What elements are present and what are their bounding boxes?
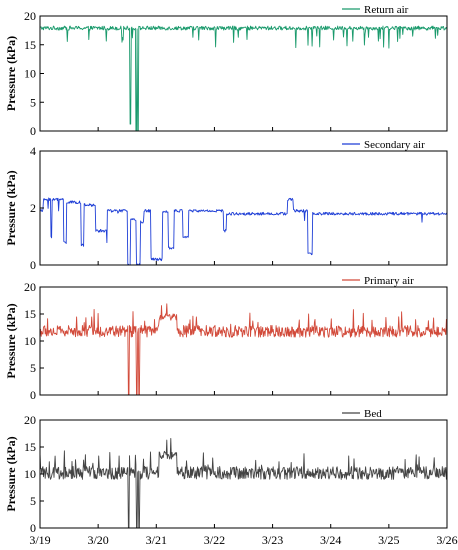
y-tick-label: 15 [24, 38, 36, 52]
series-line [39, 437, 448, 529]
y-tick-label: 15 [24, 307, 36, 321]
y-tick-label: 10 [24, 67, 36, 81]
y-tick-label: 0 [30, 521, 36, 535]
legend-label: Primary air [364, 275, 414, 287]
panel-3: 0 5 10 15 20 Pressure (kPa) Primary air [4, 275, 448, 402]
y-tick-label: 5 [30, 361, 36, 375]
panel-4: 0 5 10 15 20 3/19 3/20 3/21 3/22 3/23 3/24 3/25 3/26… [4, 408, 458, 547]
y-tick-label: 0 [30, 124, 36, 138]
x-tick-label: 3/22 [204, 533, 225, 547]
legend: Secondary air [342, 139, 425, 151]
y-axis-label: Pressure (kPa) [4, 170, 18, 245]
series-line [39, 197, 448, 266]
y-tick-label: 0 [30, 258, 36, 272]
axes-frame [39, 150, 448, 266]
legend: Primary air [342, 275, 414, 287]
axes-frame [39, 286, 448, 396]
y-tick-label: 10 [24, 467, 36, 481]
y-tick-label: 5 [30, 95, 36, 109]
series-line [39, 303, 448, 396]
legend-label: Return air [364, 4, 409, 16]
x-tick-label: 3/24 [320, 533, 341, 547]
legend-label: Secondary air [364, 139, 425, 151]
x-tick-label: 3/26 [436, 533, 457, 547]
panel-1: 0 5 10 15 20 Pressure (kPa) Return air [4, 4, 448, 138]
y-tick-label: 0 [30, 388, 36, 402]
x-tick-label: 3/19 [29, 533, 50, 547]
x-tick-label: 3/23 [262, 533, 283, 547]
axes-frame [39, 15, 448, 132]
y-tick-label: 5 [30, 494, 36, 508]
y-axis-label: Pressure (kPa) [4, 436, 18, 511]
panel-2: 0 2 4 Pressure (kPa) Secondary air [4, 139, 448, 272]
y-tick-label: 15 [24, 440, 36, 454]
series-line [39, 25, 448, 132]
legend: Return air [342, 4, 409, 16]
x-tick-label: 3/20 [87, 533, 108, 547]
y-tick-label: 20 [24, 280, 36, 294]
y-tick-label: 20 [24, 9, 36, 23]
y-tick-label: 20 [24, 413, 36, 427]
x-tick-label: 3/25 [378, 533, 399, 547]
x-tick-label: 3/21 [146, 533, 167, 547]
y-axis-label: Pressure (kPa) [4, 303, 18, 378]
y-axis-label: Pressure (kPa) [4, 36, 18, 111]
legend-label: Bed [364, 408, 382, 420]
y-tick-label: 10 [24, 334, 36, 348]
y-tick-label: 4 [30, 144, 36, 158]
y-tick-label: 2 [30, 201, 36, 215]
legend: Bed [342, 408, 382, 420]
